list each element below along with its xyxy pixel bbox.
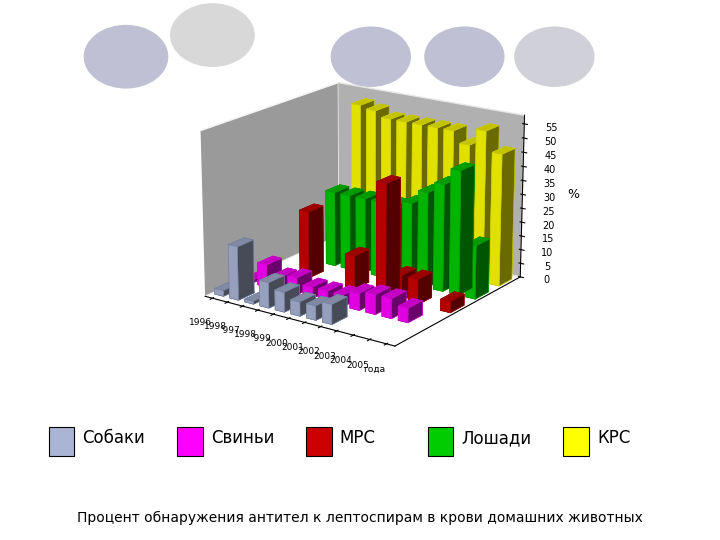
Text: Лошади: Лошади	[462, 429, 531, 448]
FancyBboxPatch shape	[428, 427, 454, 456]
FancyBboxPatch shape	[306, 427, 332, 456]
Text: Собаки: Собаки	[83, 429, 145, 448]
Text: Свиньи: Свиньи	[211, 429, 274, 448]
FancyBboxPatch shape	[177, 427, 203, 456]
FancyBboxPatch shape	[49, 427, 74, 456]
Text: КРС: КРС	[597, 429, 630, 448]
Text: Процент обнаружения антител к лептоспирам в крови домашних животных: Процент обнаружения антител к лептоспира…	[77, 511, 643, 525]
FancyBboxPatch shape	[563, 427, 589, 456]
Text: МРС: МРС	[340, 429, 376, 448]
